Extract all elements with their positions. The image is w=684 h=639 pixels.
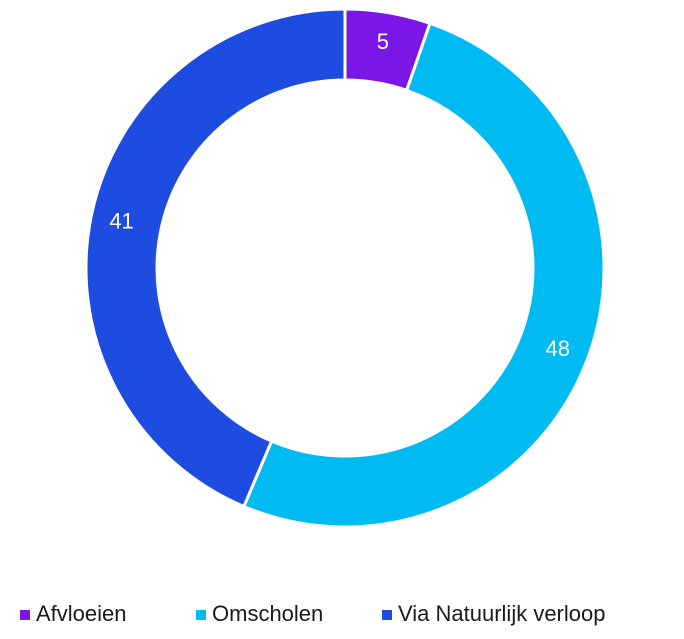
donut-segment [84, 7, 347, 509]
legend-label: Afvloeien [36, 601, 127, 626]
legend-swatch [382, 610, 392, 620]
legend-label: Omscholen [212, 601, 323, 626]
legend-swatch [20, 610, 30, 620]
legend-swatch [196, 610, 206, 620]
donut-segment [241, 21, 606, 529]
data-label: 48 [546, 336, 570, 361]
legend-label: Via Natuurlijk verloop [398, 601, 605, 626]
data-label: 5 [377, 29, 389, 54]
data-label: 41 [109, 208, 133, 233]
